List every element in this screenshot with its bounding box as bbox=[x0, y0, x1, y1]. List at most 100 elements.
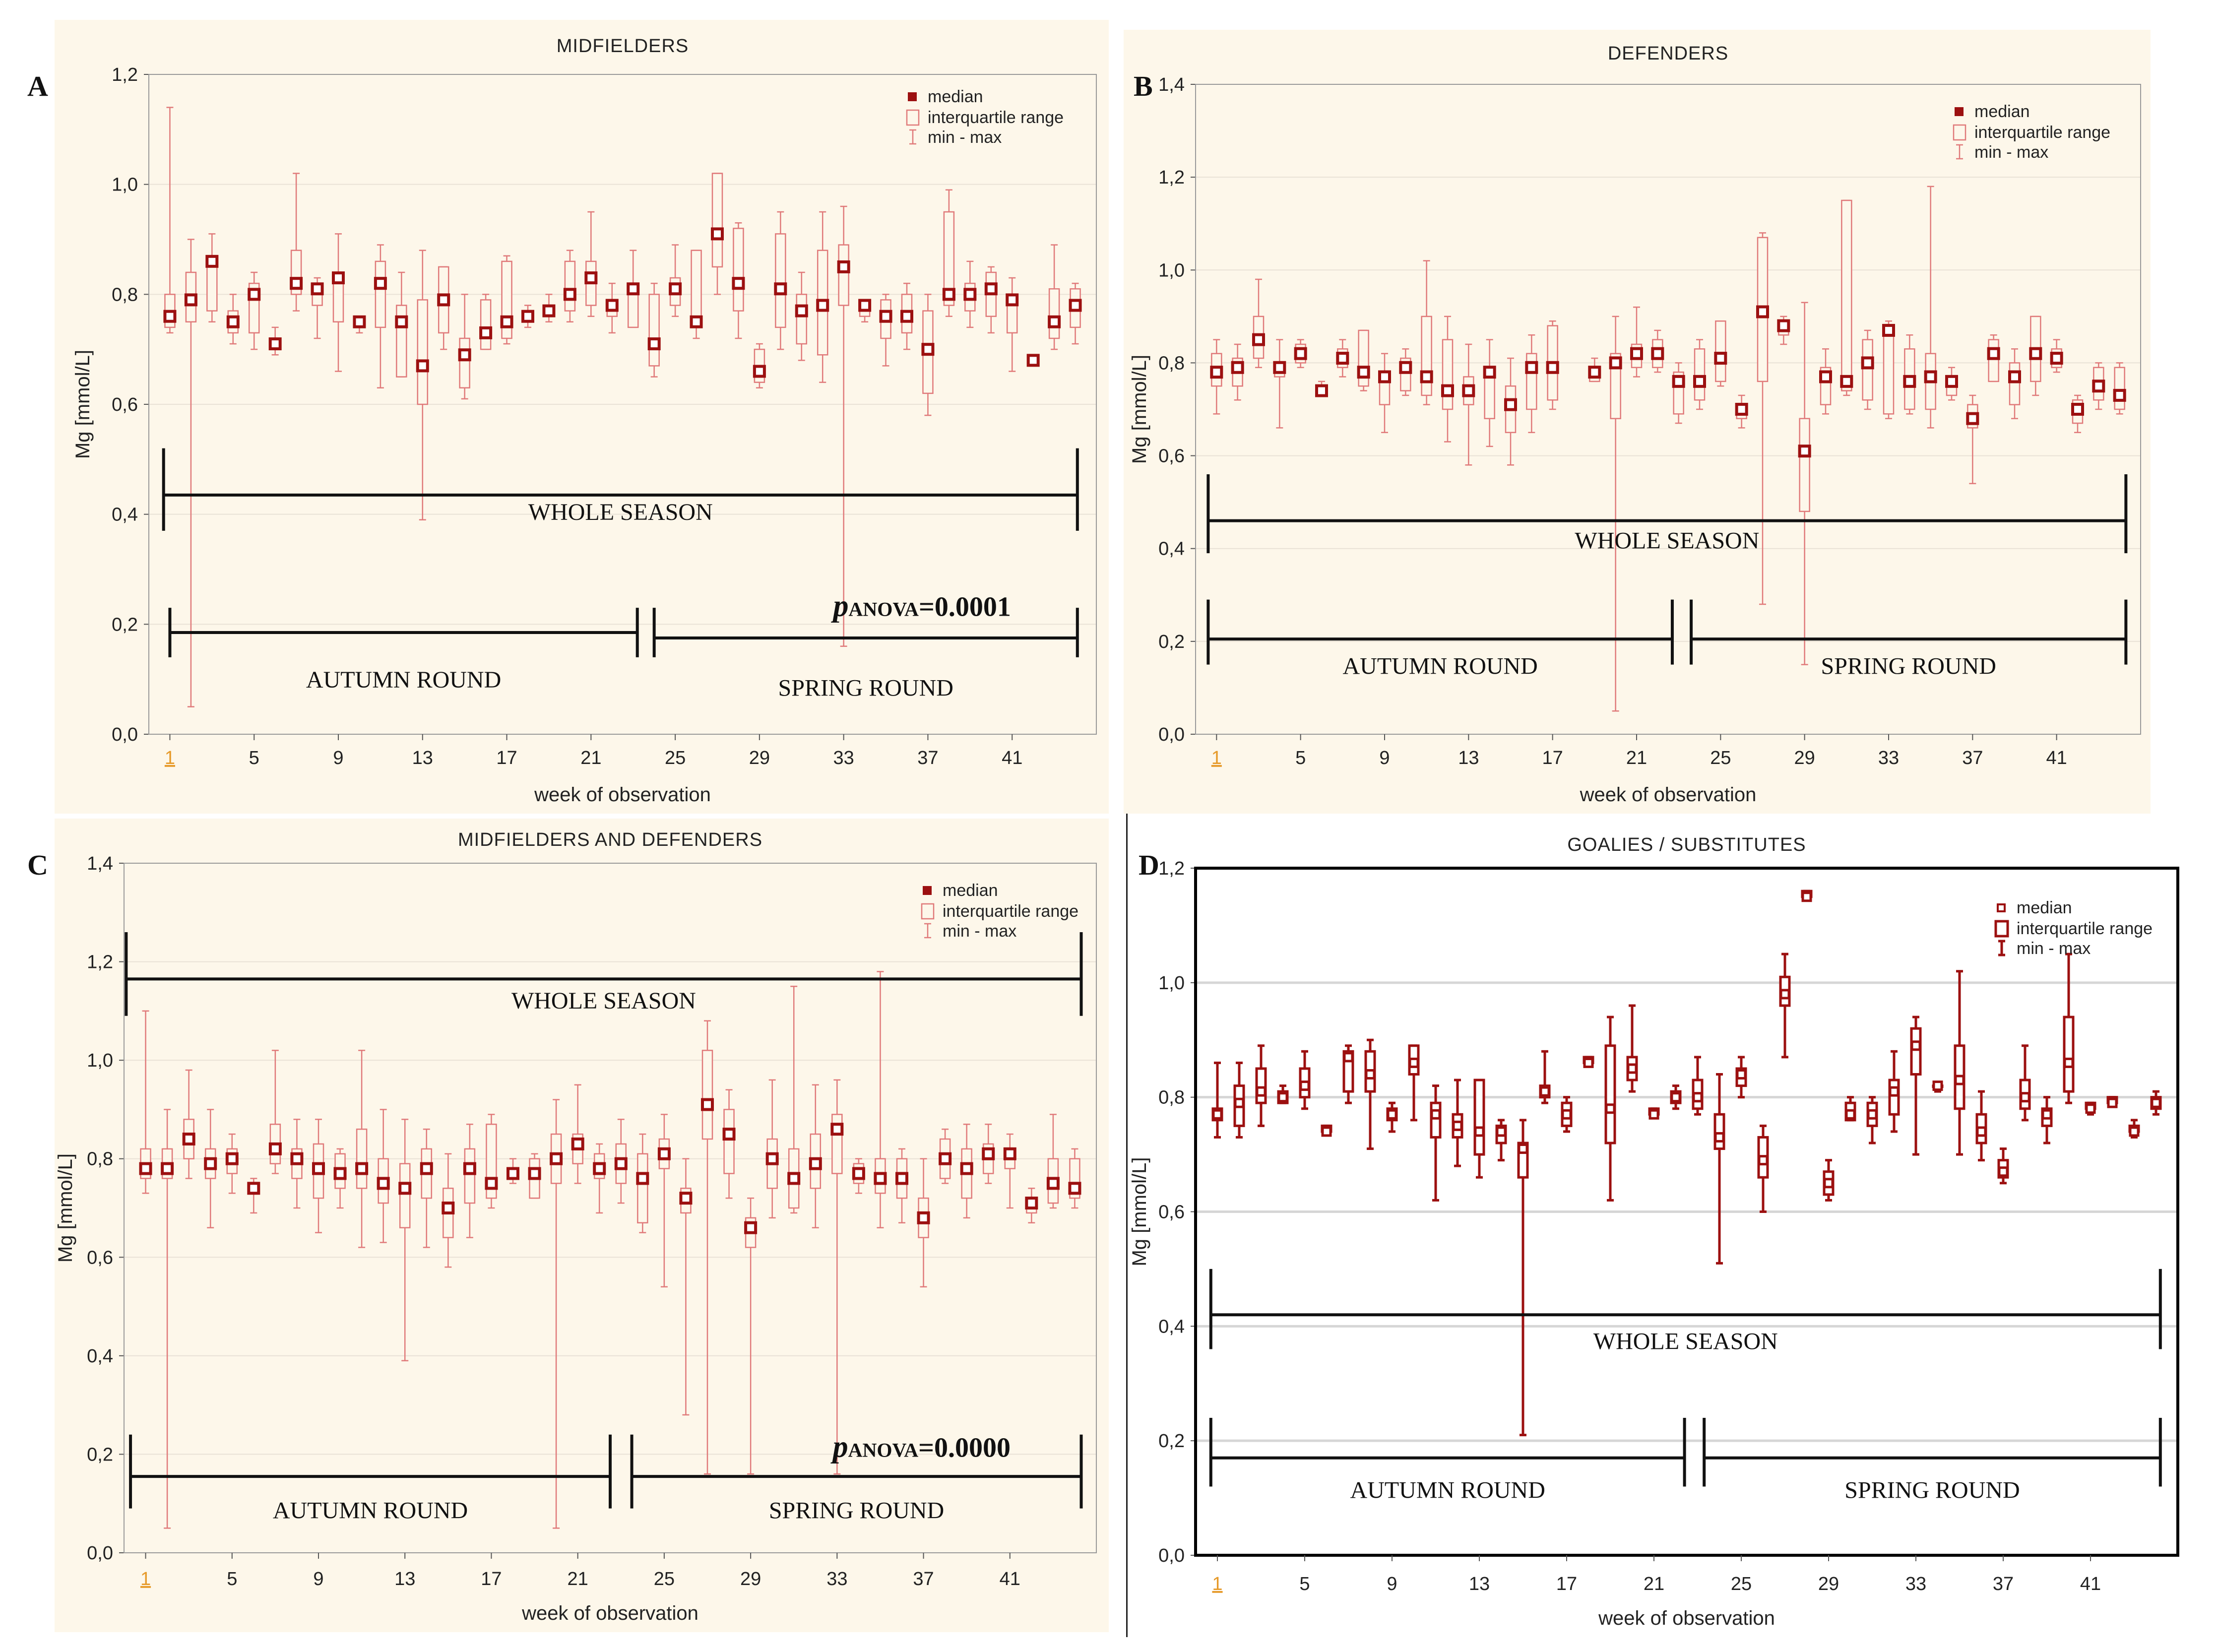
chart-panel-b: DEFENDERS 0,0 0,2 0,4 0,6 0,8 1,0 1,2 1,4 1 5 9 13 17… bbox=[1124, 30, 2151, 814]
median-marker bbox=[1627, 1063, 1638, 1074]
legend-iqr-swatch bbox=[921, 903, 935, 920]
median-marker bbox=[353, 315, 366, 328]
x-tick-label: 1 bbox=[1212, 1574, 1222, 1594]
x-tick-label: 41 bbox=[2046, 748, 2067, 768]
box-week-19 bbox=[542, 294, 556, 322]
box-week-2 bbox=[184, 239, 197, 707]
median-marker bbox=[816, 299, 829, 312]
box-week-30 bbox=[1819, 348, 1832, 415]
y-tick-label: 0,4 bbox=[1158, 539, 1185, 560]
median-marker bbox=[1840, 375, 1853, 388]
legend-median-swatch bbox=[923, 886, 932, 895]
median-marker bbox=[1399, 361, 1412, 374]
x-tick-label: 41 bbox=[1000, 1569, 1020, 1589]
box-week-17 bbox=[1546, 320, 1559, 410]
y-axis-label: Mg [mmol/L] bbox=[55, 1153, 76, 1263]
median-marker bbox=[1998, 1166, 2009, 1177]
median-marker bbox=[1672, 375, 1685, 388]
box-week-29 bbox=[1798, 302, 1811, 665]
x-axis-label: week of observation bbox=[521, 1602, 698, 1624]
bracket-label: WHOLE SEASON bbox=[1575, 528, 1759, 554]
iqr-box bbox=[417, 299, 429, 405]
box-week-28 bbox=[1777, 316, 1790, 345]
median-marker bbox=[1861, 356, 1874, 370]
median-marker bbox=[2113, 388, 2126, 402]
box-week-14 bbox=[437, 266, 450, 350]
box-week-14 bbox=[1483, 339, 1496, 447]
y-tick-label: 0,4 bbox=[112, 505, 138, 525]
box-week-19 bbox=[528, 1153, 541, 1199]
legend-median-label: median bbox=[1974, 102, 2030, 121]
x-tick-label: 21 bbox=[1626, 748, 1647, 768]
median-marker bbox=[2063, 1057, 2074, 1068]
box-week-33 bbox=[1910, 1016, 1922, 1156]
median-marker bbox=[787, 1172, 801, 1185]
x-tick-label: 25 bbox=[1710, 748, 1731, 768]
median-marker bbox=[627, 282, 640, 296]
x-tick-label: 29 bbox=[740, 1569, 761, 1589]
median-marker bbox=[1474, 1126, 1485, 1137]
x-tick-label: 17 bbox=[496, 748, 517, 768]
box-week-43 bbox=[2092, 362, 2105, 410]
legend-median-swatch bbox=[1955, 107, 1964, 116]
median-marker bbox=[1387, 1109, 1397, 1120]
iqr-box bbox=[1694, 348, 1706, 401]
median-marker bbox=[332, 271, 345, 285]
y-tick-label: 0,0 bbox=[1158, 724, 1185, 745]
box-week-43 bbox=[1046, 1114, 1060, 1209]
median-marker bbox=[960, 1162, 973, 1175]
legend-median-label: median bbox=[2017, 898, 2072, 917]
x-tick-label: 29 bbox=[1818, 1574, 1839, 1594]
box-week-37 bbox=[1966, 394, 1979, 484]
iqr-box bbox=[1841, 199, 1852, 391]
box-week-4 bbox=[1277, 1084, 1289, 1104]
box-week-4 bbox=[226, 294, 240, 345]
box-week-7 bbox=[1336, 339, 1349, 378]
box-week-15 bbox=[1504, 357, 1517, 466]
box-week-21 bbox=[571, 1084, 584, 1184]
median-marker bbox=[1801, 891, 1812, 902]
median-marker bbox=[614, 1157, 628, 1170]
panel-background bbox=[55, 20, 1109, 814]
y-tick-label: 0,0 bbox=[1158, 1545, 1185, 1566]
x-axis-label: week of observation bbox=[1598, 1607, 1775, 1629]
p-value-annotation: pANOVA=0.0000 bbox=[830, 1430, 1011, 1463]
x-tick-label: 29 bbox=[1794, 748, 1815, 768]
y-axis-label: Mg [mmol/L] bbox=[1129, 355, 1150, 464]
box-week-31 bbox=[787, 985, 801, 1214]
y-tick-label: 1,2 bbox=[87, 952, 113, 973]
box-week-3 bbox=[182, 1069, 195, 1179]
median-marker bbox=[1452, 1120, 1463, 1131]
box-week-35 bbox=[1954, 970, 1965, 1156]
chart-title: DEFENDERS bbox=[1608, 43, 1728, 64]
box-week-15 bbox=[1517, 1119, 1529, 1437]
box-week-36 bbox=[1975, 1090, 1987, 1162]
median-marker bbox=[1777, 319, 1790, 332]
bracket-spring: SPRING ROUND bbox=[652, 608, 1079, 701]
box-week-43 bbox=[1048, 244, 1061, 350]
box-week-28 bbox=[722, 1089, 736, 1199]
box-week-10 bbox=[333, 1148, 347, 1209]
y-tick-label: 0,2 bbox=[112, 614, 138, 635]
p-symbol: p bbox=[830, 1430, 848, 1463]
x-tick-label: 1 bbox=[165, 748, 175, 768]
x-axis-label: week of observation bbox=[1580, 784, 1757, 806]
box-week-34 bbox=[1932, 1080, 1944, 1093]
plot-frame bbox=[1195, 84, 2141, 735]
median-marker bbox=[2092, 380, 2105, 393]
median-marker bbox=[2020, 1092, 2030, 1103]
box-week-14 bbox=[420, 1128, 433, 1248]
legend-iqr-label: interquartile range bbox=[928, 108, 1064, 127]
box-week-1 bbox=[1211, 1061, 1223, 1139]
y-tick-label: 0,0 bbox=[112, 724, 138, 745]
iqr-box bbox=[399, 1163, 411, 1228]
legend-iqr-swatch bbox=[906, 109, 920, 126]
median-marker bbox=[442, 1202, 455, 1214]
box-week-44 bbox=[2113, 362, 2126, 415]
bracket-whole-season: WHOLE SEASON bbox=[125, 932, 1083, 1016]
box-week-8 bbox=[290, 1119, 304, 1209]
median-marker bbox=[550, 1152, 563, 1165]
median-marker bbox=[679, 1192, 693, 1205]
median-marker bbox=[139, 1162, 152, 1175]
box-week-35 bbox=[874, 971, 887, 1228]
